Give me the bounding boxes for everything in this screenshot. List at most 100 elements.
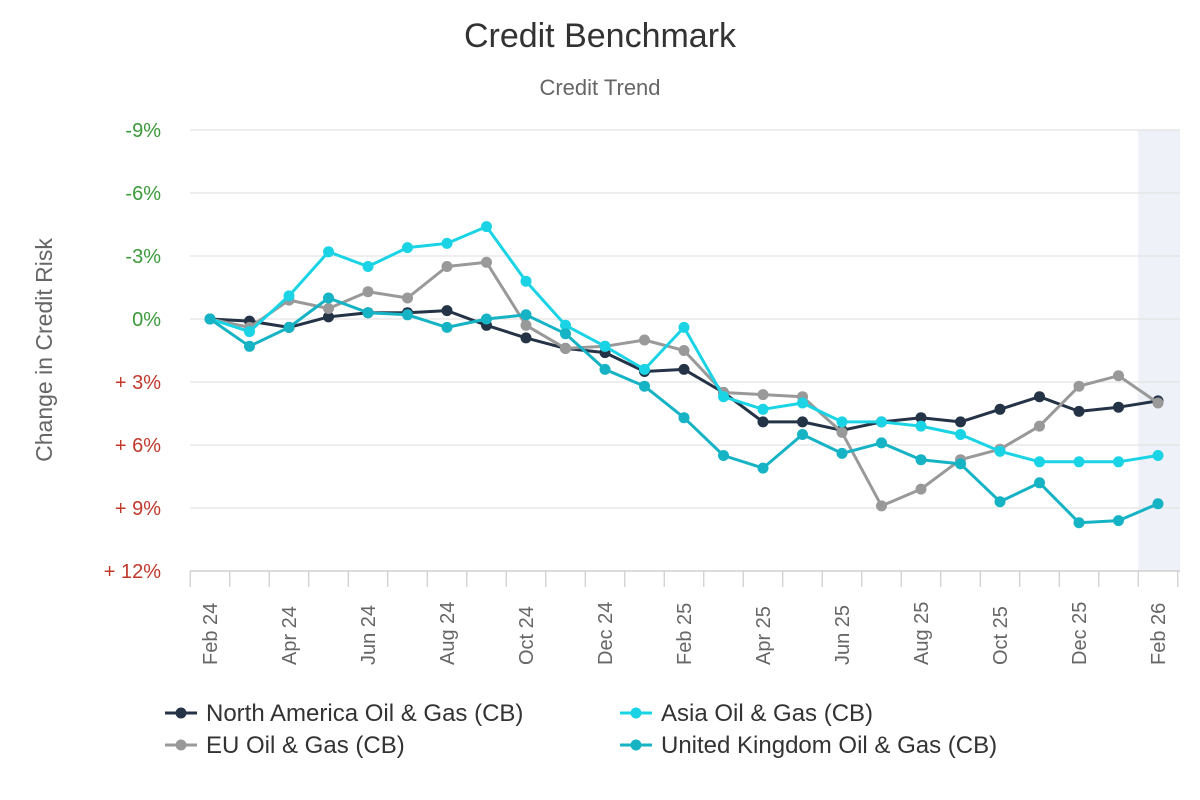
data-point: [481, 313, 492, 325]
series-layer: [204, 221, 1164, 529]
data-point: [678, 412, 690, 424]
data-point: [1152, 498, 1164, 510]
data-point: [955, 458, 966, 470]
x-tick-label: Apr 24: [279, 606, 301, 665]
data-point: [1034, 477, 1045, 489]
data-point: [1034, 456, 1045, 468]
highlight-band: [1138, 130, 1180, 571]
y-tick-label: -9%: [125, 120, 161, 142]
chart-subtitle: Credit Trend: [539, 75, 660, 100]
data-point: [323, 303, 334, 314]
data-point: [283, 321, 295, 333]
series-line: [209, 225, 1159, 464]
data-point: [718, 391, 729, 403]
data-point: [955, 429, 966, 440]
x-axis: Feb 24 Apr 24 Jun 24 Aug 24 Oct 24 Dec 24 Feb …: [189, 570, 1180, 665]
data-point: [1113, 515, 1124, 527]
y-tick-label: + 9%: [115, 498, 161, 520]
y-tick-label: + 12%: [104, 561, 161, 583]
data-point: [244, 340, 255, 352]
legend: North America Oil & Gas (CB) EU Oil & Gas…: [165, 700, 997, 759]
data-point: [560, 328, 571, 340]
data-point: [362, 286, 374, 298]
y-tick-label: -3%: [125, 246, 161, 268]
data-point: [599, 363, 611, 375]
data-point: [757, 462, 769, 474]
legend-item: United Kingdom Oil & Gas (CB): [620, 732, 997, 759]
series-3: [204, 221, 1164, 468]
x-tick-label: Oct 24: [516, 606, 538, 665]
data-point: [1113, 456, 1124, 468]
data-point: [1073, 380, 1085, 392]
series-line: [209, 260, 1159, 508]
data-point: [757, 389, 769, 401]
data-point: [639, 363, 650, 375]
x-tick-label: Oct 25: [990, 606, 1012, 665]
data-point: [1152, 450, 1164, 461]
data-point: [797, 429, 808, 440]
data-point: [994, 496, 1006, 508]
data-point: [402, 309, 413, 321]
data-point: [441, 237, 453, 249]
y-axis-label: Change in Credit Risk: [31, 238, 57, 462]
data-point: [757, 416, 769, 428]
legend-marker: [175, 739, 187, 751]
legend-item: EU Oil & Gas (CB): [165, 732, 405, 759]
data-point: [797, 416, 808, 428]
data-point: [402, 242, 413, 254]
data-point: [560, 319, 571, 331]
x-tick-label: Feb 26: [1148, 603, 1170, 665]
data-point: [204, 313, 216, 325]
series-4: [204, 292, 1164, 529]
data-point: [797, 397, 808, 409]
series-2: [204, 256, 1164, 512]
data-point: [1034, 391, 1045, 403]
data-point: [1073, 456, 1085, 468]
data-point: [481, 256, 492, 268]
data-point: [915, 483, 927, 495]
legend-label: Asia Oil & Gas (CB): [661, 700, 873, 727]
data-point: [1034, 420, 1045, 432]
data-point: [402, 292, 413, 304]
y-tick-label: -6%: [125, 183, 161, 205]
data-point: [1073, 517, 1085, 529]
x-tick-label: Aug 25: [911, 602, 933, 665]
data-point: [994, 445, 1006, 457]
data-point: [441, 305, 453, 317]
y-tick-label: + 3%: [115, 372, 161, 394]
data-point: [1073, 405, 1085, 417]
data-point: [520, 309, 532, 321]
x-tick-label: Dec 24: [595, 602, 617, 665]
data-point: [678, 363, 690, 375]
x-tick-label: Apr 25: [753, 606, 775, 665]
data-point: [362, 307, 374, 319]
data-point: [836, 447, 848, 459]
data-point: [441, 261, 453, 272]
legend-marker: [630, 739, 642, 751]
legend-item: Asia Oil & Gas (CB): [620, 700, 873, 727]
data-point: [441, 321, 453, 333]
x-tick-label: Jun 24: [358, 605, 380, 665]
data-point: [599, 340, 611, 352]
data-point: [915, 420, 927, 432]
y-tick-label: + 6%: [115, 435, 161, 457]
data-point: [915, 454, 927, 466]
data-point: [244, 326, 255, 338]
data-point: [1152, 397, 1164, 409]
x-tick-label: Feb 24: [200, 603, 222, 665]
data-point: [1113, 401, 1124, 413]
chart-title: Credit Benchmark: [464, 17, 737, 55]
legend-label: EU Oil & Gas (CB): [206, 732, 405, 759]
data-point: [520, 319, 532, 331]
data-point: [836, 416, 848, 428]
data-point: [323, 311, 334, 323]
data-point: [323, 246, 334, 258]
data-point: [1113, 370, 1124, 382]
legend-label: United Kingdom Oil & Gas (CB): [661, 732, 997, 759]
data-point: [876, 437, 887, 449]
data-point: [520, 275, 532, 287]
data-point: [520, 332, 532, 344]
legend-item: North America Oil & Gas (CB): [165, 700, 523, 727]
